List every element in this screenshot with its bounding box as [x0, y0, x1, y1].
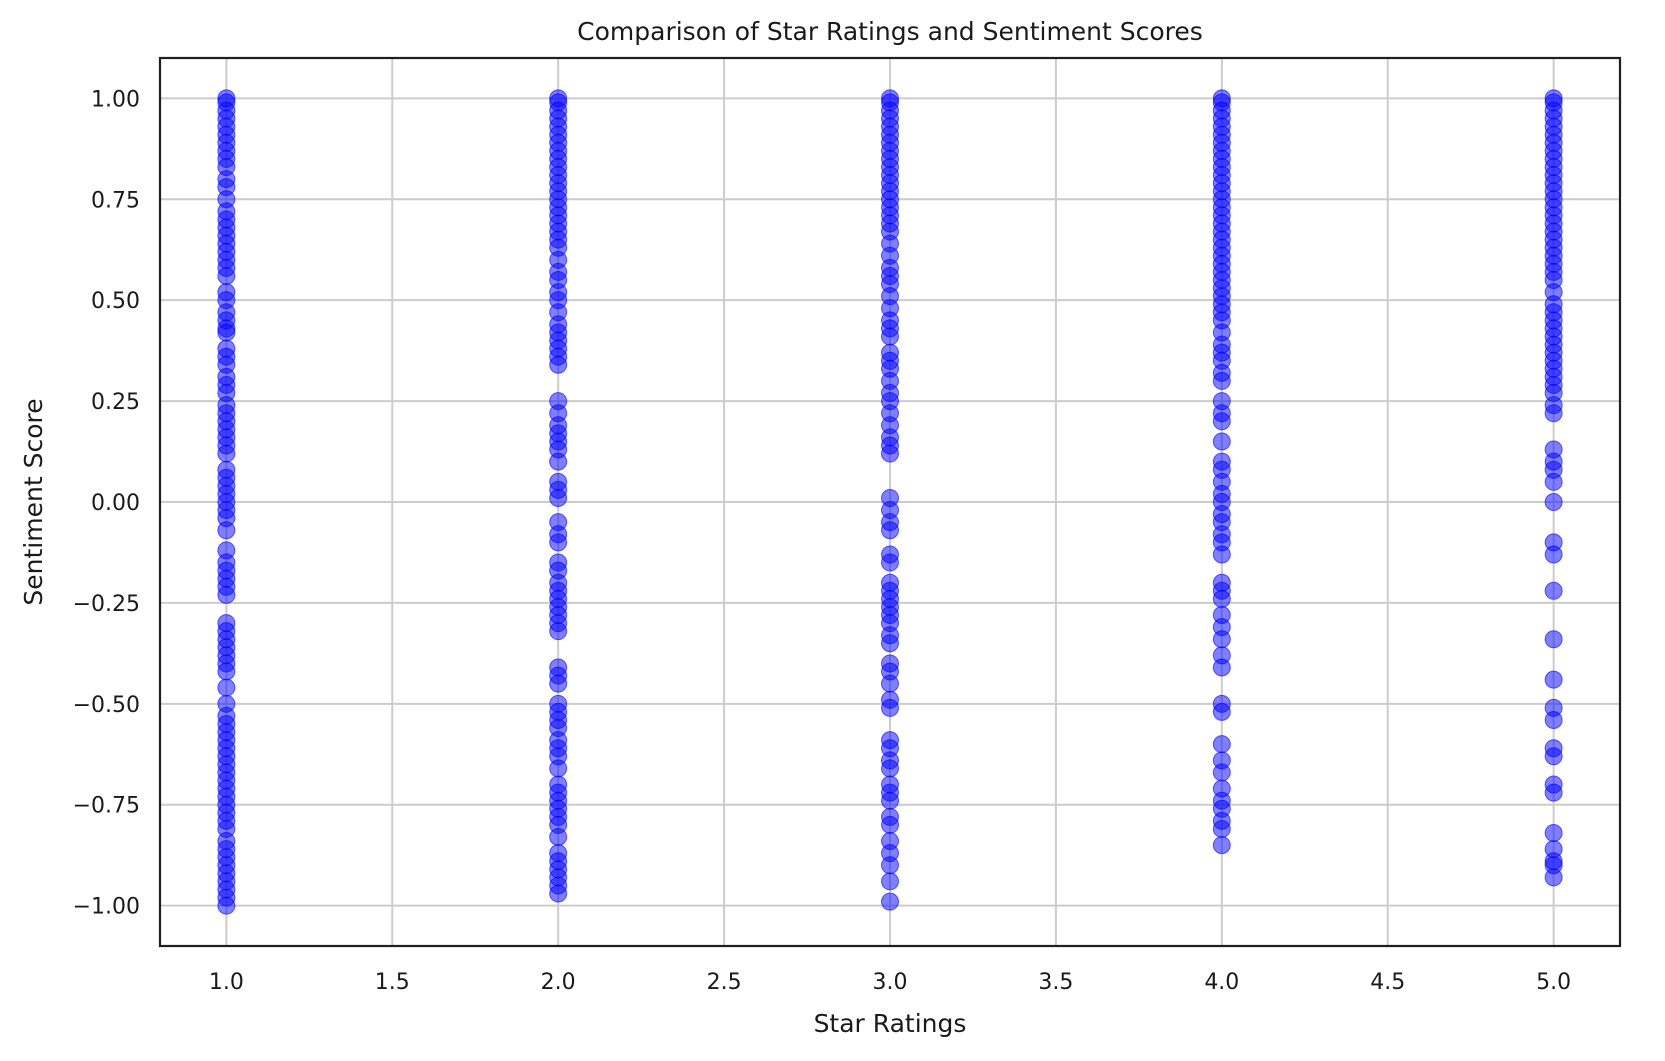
data-point — [881, 674, 899, 693]
data-point — [1544, 493, 1563, 511]
data-point — [1212, 630, 1231, 649]
data-point — [1212, 412, 1231, 431]
y-tick-label: −0.75 — [73, 794, 140, 819]
data-point — [1544, 868, 1563, 887]
data-point — [1212, 836, 1231, 855]
data-point — [1212, 735, 1231, 754]
y-tick-label: 0.00 — [91, 491, 140, 516]
x-tick-label: 4.0 — [1204, 970, 1239, 995]
plot-frame — [158, 56, 1622, 948]
data-point — [1544, 581, 1563, 600]
y-axis-label: Sentiment Score — [19, 398, 48, 605]
data-point — [1544, 630, 1563, 649]
y-tick-label: −1.00 — [73, 895, 140, 920]
data-point — [549, 355, 568, 374]
data-point — [881, 759, 899, 778]
x-tick-label: 2.5 — [707, 970, 742, 995]
data-point — [1212, 819, 1231, 838]
data-point — [1544, 747, 1563, 766]
data-point — [1212, 763, 1231, 782]
data-point — [217, 678, 236, 697]
data-point — [217, 521, 236, 540]
data-point — [1544, 545, 1563, 564]
data-point — [549, 622, 568, 641]
data-point — [217, 896, 236, 915]
data-point — [881, 791, 899, 810]
y-tick-label: −0.25 — [73, 592, 140, 617]
x-tick-label: 1.0 — [209, 970, 244, 995]
x-axis-label: Star Ratings — [814, 1009, 967, 1038]
data-point — [1544, 404, 1563, 423]
x-tick-label: 2.0 — [541, 970, 576, 995]
x-tick-label: 3.5 — [1038, 970, 1073, 995]
data-point — [881, 872, 899, 891]
data-point — [1212, 371, 1231, 390]
data-point — [217, 266, 236, 285]
y-tick-label: 0.25 — [91, 390, 140, 415]
data-point — [1212, 589, 1231, 608]
data-point — [881, 892, 899, 911]
data-point — [1544, 472, 1563, 491]
data-point — [217, 323, 236, 342]
data-point — [1544, 710, 1563, 729]
data-point — [881, 856, 899, 875]
data-point — [881, 444, 899, 463]
data-point — [1212, 702, 1231, 721]
data-point — [1544, 670, 1563, 689]
y-tick-label: 0.75 — [91, 188, 140, 213]
data-point — [549, 674, 568, 693]
data-point — [217, 444, 236, 463]
data-point — [217, 662, 236, 681]
y-tick-label: −0.50 — [73, 693, 140, 718]
x-tick-label: 1.5 — [375, 970, 410, 995]
data-point — [549, 884, 568, 903]
chart-title: Comparison of Star Ratings and Sentiment… — [577, 17, 1203, 46]
data-point — [881, 698, 899, 717]
data-point — [1212, 432, 1231, 451]
x-tick-label: 3.0 — [873, 970, 908, 995]
data-point — [1544, 783, 1563, 802]
data-point — [549, 488, 568, 507]
data-point — [881, 553, 899, 572]
data-point — [881, 815, 899, 834]
x-tick-labels: 1.0 1.5 2.0 2.5 3.0 3.5 4.0 4.5 5.0 — [209, 970, 1571, 995]
data-point — [549, 759, 568, 778]
y-tick-label: 1.00 — [91, 87, 140, 112]
data-point — [549, 452, 568, 471]
x-tick-label: 5.0 — [1536, 970, 1571, 995]
y-tick-labels: 1.00 0.75 0.50 0.25 0.00 −0.25 −0.50 −0.75 −1.00 — [73, 87, 140, 919]
data-point — [217, 585, 236, 604]
y-tick-label: 0.50 — [91, 289, 140, 314]
data-points — [217, 89, 1563, 915]
data-point — [881, 327, 899, 346]
data-point — [1212, 658, 1231, 677]
data-point — [1544, 823, 1563, 842]
data-point — [1212, 545, 1231, 564]
data-point — [549, 533, 568, 552]
data-point — [881, 521, 899, 540]
data-point — [549, 828, 568, 847]
x-tick-label: 4.5 — [1370, 970, 1405, 995]
data-point — [881, 634, 899, 653]
